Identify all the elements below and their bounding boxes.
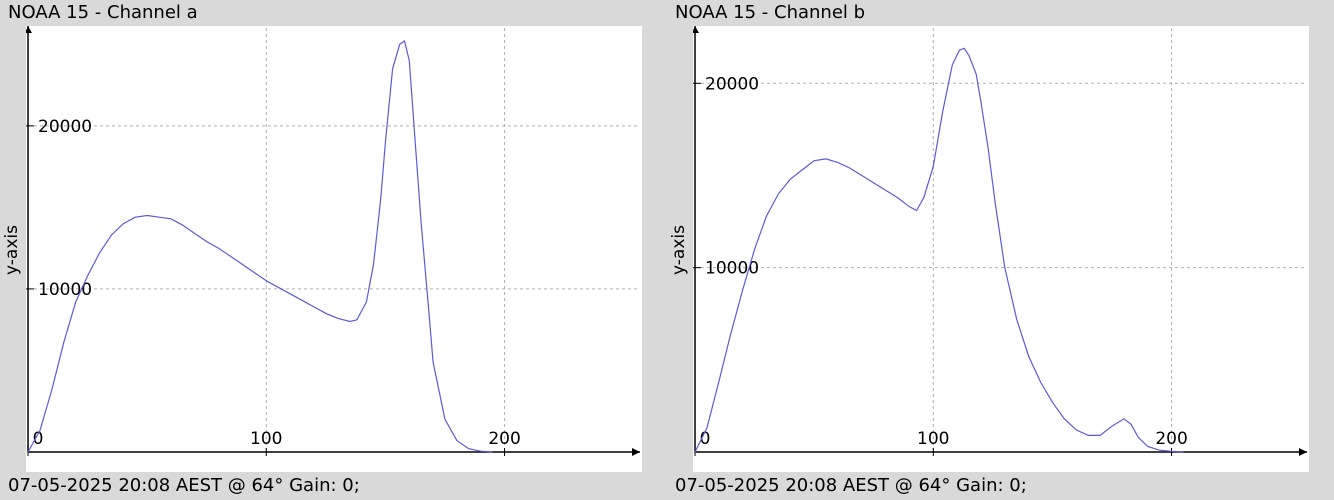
y-axis-label: y-axis — [2, 225, 22, 275]
chart-panel-b: NOAA 15 - Channel b y-axis 0 100 200 10000 2… — [667, 0, 1334, 500]
y-axis-arrow — [692, 26, 699, 33]
x-tick-label: 100 — [917, 429, 949, 449]
line-chart-b: 0 100 200 10000 20000 — [692, 26, 1307, 456]
x-tick-label: 200 — [488, 429, 520, 449]
y-tick-label: 20000 — [38, 117, 92, 137]
series-line — [27, 40, 493, 453]
chart-panel-a: NOAA 15 - Channel a y-axis 0 100 200 10000 2… — [2, 2, 642, 496]
x-tick-label: 100 — [250, 429, 282, 449]
chart-title: NOAA 15 - Channel a — [8, 2, 198, 23]
x-tick-label: 200 — [1155, 429, 1187, 449]
plot-area: 0 100 200 10000 20000 — [25, 26, 642, 472]
x-axis-arrow — [632, 448, 640, 456]
x-tick-label: 0 — [700, 429, 711, 449]
y-tick-label: 10000 — [705, 259, 759, 279]
plot-area: 0 100 200 10000 20000 — [692, 26, 1309, 472]
timestamp-footer: 07-05-2025 20:08 AEST @ 64° Gain: 0; — [8, 475, 360, 496]
chart-title: NOAA 15 - Channel b — [675, 2, 866, 23]
y-axis-label: y-axis — [669, 225, 689, 275]
series-line — [694, 47, 1184, 453]
timestamp-footer: 07-05-2025 20:08 AEST @ 64° Gain: 0; — [675, 475, 1027, 496]
x-axis-arrow — [1299, 448, 1307, 456]
y-tick-label: 20000 — [705, 74, 759, 94]
y-axis-arrow — [25, 26, 32, 33]
x-tick-label: 0 — [33, 429, 44, 449]
